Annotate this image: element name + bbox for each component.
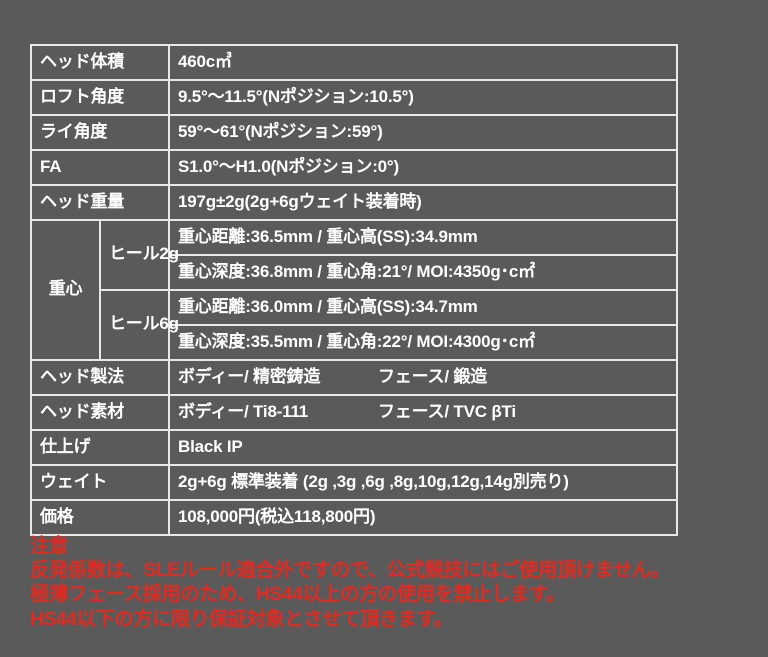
spec-label-fa: FA xyxy=(30,149,170,186)
spec-sublabel-heel-6g: ヒール6g xyxy=(99,289,179,361)
spec-label-center-of-gravity: 重心 xyxy=(30,219,101,361)
spec-value-fa: S1.0°〜H1.0(Nポジション:0°) xyxy=(168,149,678,186)
spec-label-weight: ウェイト xyxy=(30,464,170,501)
table-row: 重心深度:35.5mm / 重心角:22°/ MOI:4300g･c㎡ xyxy=(31,324,678,361)
table-row: 重心深度:36.8mm / 重心角:21°/ MOI:4350g･c㎡ xyxy=(31,254,678,291)
spec-value-heel6g-line2: 重心深度:35.5mm / 重心角:22°/ MOI:4300g･c㎡ xyxy=(168,324,678,361)
notice-line-2: 極薄フェース採用のため、HS44以上の方の使用を禁止します。 xyxy=(30,583,565,606)
table-row: ヘッド重量 197g±2g(2g+6gウェイト装着時) xyxy=(30,184,678,221)
spec-value-heel2g-line2: 重心深度:36.8mm / 重心角:21°/ MOI:4350g･c㎡ xyxy=(168,254,678,291)
spec-value-head-material-body: ボディー/ Ti8-111 xyxy=(178,401,309,421)
spec-value-lie-angle: 59°〜61°(Nポジション:59°) xyxy=(168,114,678,151)
table-row: ウェイト 2g+6g 標準装着 (2g ,3g ,6g ,8g,10g,12g,… xyxy=(30,464,678,501)
table-row: FA S1.0°〜H1.0(Nポジション:0°) xyxy=(30,149,678,186)
notice-line-1: 反発係数は、SLEルール適合外ですので、公式競技にはご使用頂けません。 xyxy=(30,559,670,582)
spec-label-lie-angle: ライ角度 xyxy=(30,114,170,151)
table-row: ヘッド製法 ボディー/ 精密鋳造 フェース/ 鍛造 xyxy=(30,359,678,396)
spec-table-container: ヘッド体積 460c㎥ ロフト角度 9.5°〜11.5°(Nポジション:10.5… xyxy=(30,44,678,536)
spec-value-head-weight: 197g±2g(2g+6gウェイト装着時) xyxy=(168,184,678,221)
table-row: 重心 ヒール2g 重心距離:36.5mm / 重心高(SS):34.9mm xyxy=(30,219,678,361)
spec-label-loft-angle: ロフト角度 xyxy=(30,79,170,116)
table-row: ヘッド体積 460c㎥ xyxy=(30,44,678,81)
notice-block: 注意 反発係数は、SLEルール適合外ですので、公式競技にはご使用頂けません。 極… xyxy=(30,534,750,631)
spec-label-head-material: ヘッド素材 xyxy=(30,394,170,431)
spec-value-head-material: ボディー/ Ti8-111 フェース/ TVC βTi xyxy=(168,394,678,431)
spec-table: ヘッド体積 460c㎥ ロフト角度 9.5°〜11.5°(Nポジション:10.5… xyxy=(30,44,678,536)
table-row: 価格 108,000円(税込118,800円) xyxy=(30,499,678,536)
spec-value-finish: Black IP xyxy=(168,429,678,466)
spec-value-head-material-face: フェース/ TVC βTi xyxy=(378,401,516,421)
spec-value-head-construction: ボディー/ 精密鋳造 フェース/ 鍛造 xyxy=(168,359,678,396)
spec-label-head-volume: ヘッド体積 xyxy=(30,44,170,81)
table-row: 仕上げ Black IP xyxy=(30,429,678,466)
spec-label-head-weight: ヘッド重量 xyxy=(30,184,170,221)
spec-value-weight: 2g+6g 標準装着 (2g ,3g ,6g ,8g,10g,12g,14g別売… xyxy=(168,464,678,501)
notice-heading: 注意 xyxy=(30,535,68,557)
table-row: ヘッド素材 ボディー/ Ti8-111 フェース/ TVC βTi xyxy=(30,394,678,431)
spec-value-heel2g-line1: 重心距離:36.5mm / 重心高(SS):34.9mm xyxy=(168,219,678,256)
spec-label-price: 価格 xyxy=(30,499,170,536)
spec-sublabel-heel-2g: ヒール2g xyxy=(99,219,179,291)
spec-value-price: 108,000円(税込118,800円) xyxy=(168,499,678,536)
table-row: ロフト角度 9.5°〜11.5°(Nポジション:10.5°) xyxy=(30,79,678,116)
table-row: ライ角度 59°〜61°(Nポジション:59°) xyxy=(30,114,678,151)
spec-label-head-construction: ヘッド製法 xyxy=(30,359,170,396)
spec-value-head-volume: 460c㎥ xyxy=(168,44,678,81)
table-row: ヒール6g 重心距離:36.0mm / 重心高(SS):34.7mm xyxy=(31,289,678,361)
spec-value-head-construction-body: ボディー/ 精密鋳造 xyxy=(178,366,321,386)
spec-value-loft-angle: 9.5°〜11.5°(Nポジション:10.5°) xyxy=(168,79,678,116)
spec-label-finish: 仕上げ xyxy=(30,429,170,466)
spec-value-heel6g-line1: 重心距離:36.0mm / 重心高(SS):34.7mm xyxy=(168,289,678,326)
spec-value-head-construction-face: フェース/ 鍛造 xyxy=(378,366,487,386)
notice-line-3: HS44以下の方に限り保証対象とさせて頂きます。 xyxy=(30,607,453,630)
